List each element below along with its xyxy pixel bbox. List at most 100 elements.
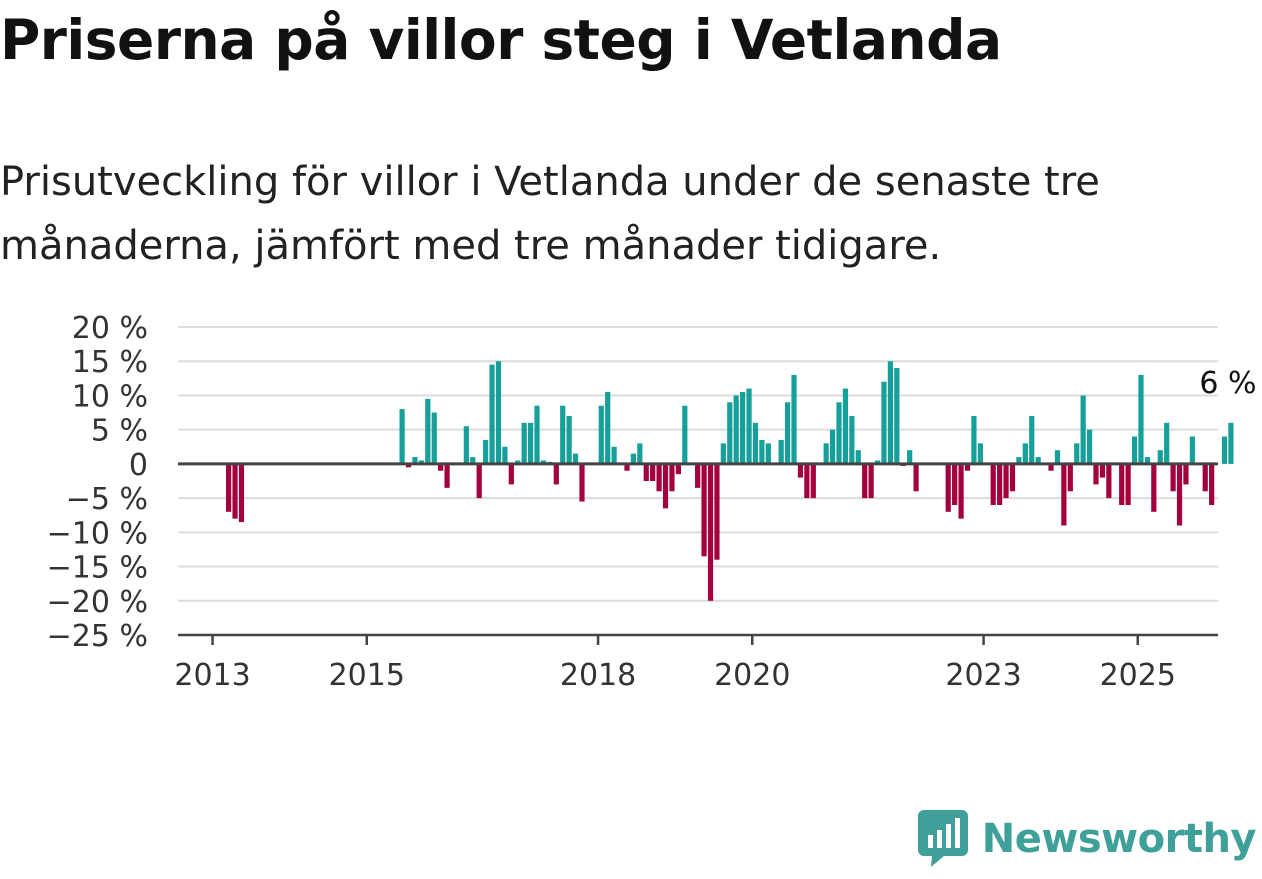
bar-positive: [765, 443, 771, 464]
bar-negative: [707, 463, 714, 601]
bar-positive: [611, 446, 617, 464]
bar-positive: [682, 405, 688, 464]
bar-positive: [1164, 422, 1170, 464]
bars: [226, 361, 1234, 601]
bar-positive: [605, 392, 611, 464]
y-tick-label: −15 %: [47, 551, 148, 586]
bar-positive: [515, 460, 521, 464]
bar-positive: [489, 364, 495, 464]
bar-positive: [560, 405, 566, 464]
bar-negative: [669, 463, 675, 492]
bar-negative: [862, 463, 868, 499]
y-tick-label: −10 %: [47, 516, 148, 551]
brand-logo: Newsworthy: [917, 809, 1257, 869]
bar-positive: [1054, 450, 1061, 464]
bar-positive: [418, 460, 424, 464]
bar-negative: [662, 463, 669, 509]
bar-positive: [829, 429, 836, 464]
bar-positive: [540, 460, 547, 464]
bar-positive: [425, 398, 431, 464]
bar-positive: [849, 415, 855, 464]
x-tick-label: 2025: [1100, 658, 1176, 693]
bar-negative: [945, 463, 951, 512]
bar-positive: [823, 443, 829, 464]
bar-positive: [881, 381, 887, 464]
bar-chart: 20 %15 %10 %5 %0−5 %−10 %−15 %−20 %−25 %…: [47, 311, 1257, 693]
gridlines: [178, 326, 1218, 602]
y-tick-label: 20 %: [72, 311, 148, 346]
x-tick-label: 2015: [329, 658, 405, 693]
bar-positive: [894, 368, 900, 464]
bar-positive: [495, 361, 502, 464]
bar-positive: [1189, 436, 1195, 464]
bar-positive: [1144, 457, 1150, 464]
bar-positive: [566, 415, 572, 464]
bar-negative: [1067, 463, 1073, 492]
bar-positive: [630, 453, 636, 464]
bar-positive: [637, 443, 643, 464]
bar-negative: [1009, 463, 1016, 492]
bar-negative: [1119, 463, 1125, 505]
chart-title: Priserna på villor steg i Vetlanda: [0, 8, 1002, 72]
bar-positive: [887, 361, 893, 464]
bar-negative: [1061, 463, 1067, 526]
bar-positive: [727, 402, 733, 464]
bar-negative: [444, 463, 450, 488]
bar-positive: [752, 422, 759, 464]
bar-negative: [1170, 463, 1176, 492]
bar-positive: [483, 439, 489, 464]
bar-positive: [785, 402, 791, 464]
bar-positive: [521, 422, 527, 464]
bar-positive: [572, 453, 579, 464]
bar-positive: [1131, 436, 1138, 464]
bar-positive: [1228, 422, 1234, 464]
bar-negative: [695, 463, 701, 488]
bar-positive: [791, 374, 797, 464]
y-tick-label: 15 %: [72, 345, 148, 380]
bar-positive: [502, 446, 508, 464]
bar-negative: [226, 463, 232, 512]
bar-negative: [952, 463, 958, 505]
bar-negative: [868, 463, 874, 499]
bar-positive: [1221, 436, 1228, 464]
bar-negative: [508, 463, 514, 485]
bar-negative: [797, 463, 804, 478]
bar-negative: [1093, 463, 1099, 485]
y-tick-label: −25 %: [47, 619, 148, 654]
bar-positive: [1074, 443, 1080, 464]
bar-negative: [1048, 463, 1054, 471]
x-tick-label: 2020: [714, 658, 790, 693]
bar-negative: [643, 463, 649, 481]
bar-positive: [907, 450, 913, 464]
bar-negative: [810, 463, 816, 499]
bar-negative: [1125, 463, 1131, 505]
bar-positive: [470, 457, 476, 464]
bar-positive: [971, 415, 977, 464]
bar-positive: [733, 395, 739, 464]
bar-negative: [964, 463, 971, 471]
y-tick-label: 0: [129, 448, 148, 483]
y-tick-label: −5 %: [66, 482, 148, 517]
bar-positive: [431, 412, 437, 464]
bar-negative: [238, 463, 245, 523]
bar-positive: [842, 388, 849, 464]
bar-positive: [1157, 450, 1163, 464]
brand-name: Newsworthy: [981, 816, 1257, 862]
axes: [178, 462, 1218, 637]
bar-positive: [412, 457, 418, 464]
newsworthy-logo-icon: [917, 810, 968, 867]
bar-negative: [990, 463, 996, 505]
x-tick-label: 2023: [945, 658, 1021, 693]
y-tick-label: 10 %: [72, 379, 148, 414]
last-value-label: 6 %: [1199, 366, 1256, 401]
y-tick-label: 5 %: [91, 414, 148, 449]
bar-negative: [701, 463, 707, 557]
bar-positive: [778, 439, 784, 464]
bar-positive: [1022, 443, 1028, 464]
bar-negative: [438, 463, 444, 471]
bar-positive: [874, 460, 881, 464]
bar-positive: [528, 422, 534, 464]
bar-positive: [836, 402, 842, 464]
bar-positive: [746, 388, 752, 464]
bar-negative: [650, 463, 656, 481]
